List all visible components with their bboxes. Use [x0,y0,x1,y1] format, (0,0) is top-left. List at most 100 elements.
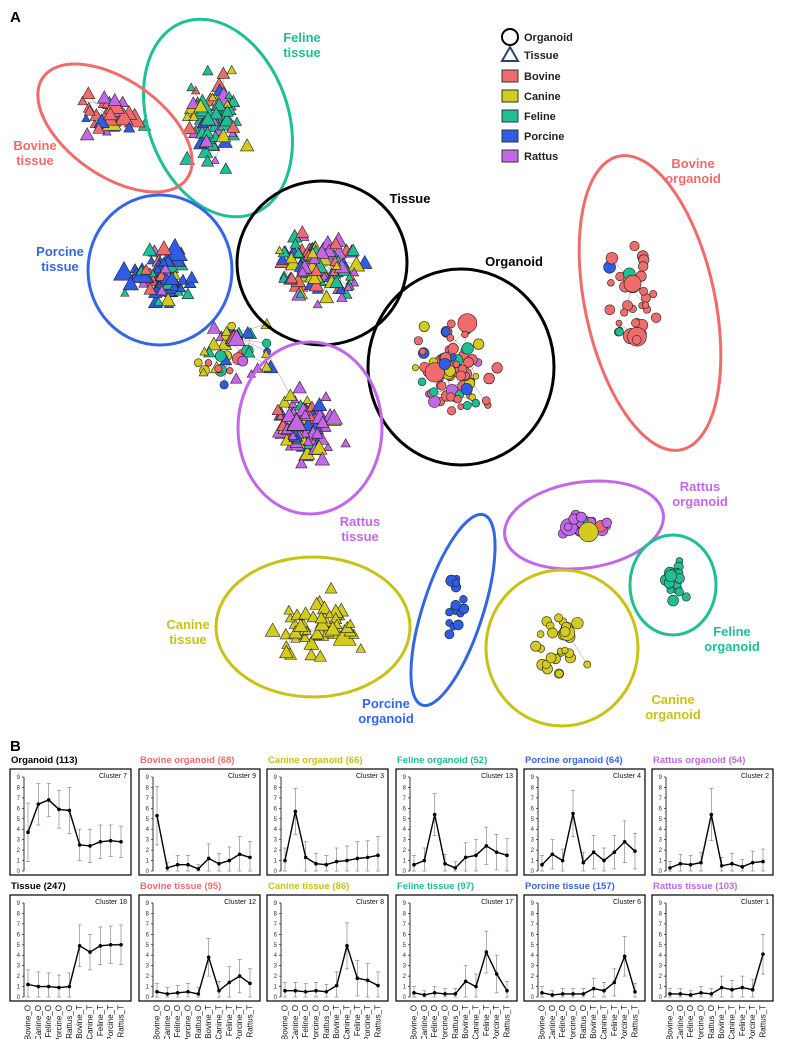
y-tick-label: 8 [17,785,21,791]
data-point [334,983,339,988]
x-tick-label: Canine_O [676,1005,685,1039]
tissue-node [224,90,234,100]
tissue-node [274,245,285,255]
data-point [227,980,232,985]
data-point [217,861,221,866]
y-tick-label: 4 [274,827,278,833]
tissue-node [287,430,299,441]
bovine-tissue-ellipse [36,62,194,194]
y-tick-label: 8 [659,785,663,791]
y-tick-label: 4 [531,953,535,959]
data-point [474,984,478,989]
y-tick-label: 3 [403,838,407,844]
profile-chart: Feline organoid (52) Cluster 13 0 1 2 3 4 5 6 7 8 9 [395,755,518,876]
x-tick-label: Feline_T [482,1005,491,1036]
y-tick-label: 1 [146,859,150,865]
organoid-node [631,335,642,345]
x-tick-label: Porcine_O [441,1005,450,1039]
y-tick-label: 9 [146,901,150,907]
data-point [622,839,627,844]
tissue-node [241,326,255,338]
y-tick-label: 2 [403,974,407,980]
porcine-tissue-ellipse [86,193,234,347]
x-tick-label: Rattus_O [65,1005,74,1039]
rattus-tissue-ellipse [236,340,384,516]
cluster-label: Cluster 8 [356,899,384,906]
cluster-label: Cluster 2 [741,773,769,780]
profile-chart: Feline tissue (97) Cluster 17 0 1 2 3 4 5 6 7 8 9 Bo… [395,881,518,1039]
y-tick-label: 2 [146,974,150,980]
x-tick-label: Rattus_T [117,1005,126,1038]
y-tick-label: 0 [274,995,278,1001]
y-tick-label: 5 [403,817,407,823]
tissue-node [188,111,200,121]
chart-title: Porcine organoid (64) [525,755,623,766]
y-tick-label: 3 [403,964,407,970]
series-line [413,950,508,996]
x-tick-label: Bovine_O [24,1005,33,1039]
tissue-node [303,436,314,446]
data-point [217,988,221,993]
y-tick-label: 3 [531,964,535,970]
series-line [285,943,379,993]
organoid-node [578,521,599,543]
chart-title: Bovine tissue (95) [140,881,221,892]
y-tick-label: 7 [146,796,150,802]
organoid-node [461,342,474,355]
tissue-node [314,451,330,466]
legend-swatch-porcine [501,129,519,143]
y-tick-label: 2 [659,974,663,980]
y-tick-label: 5 [274,817,278,823]
data-point [750,860,755,865]
tissue-node [229,372,243,384]
tissue-node [209,106,224,120]
data-point [36,802,41,806]
data-point [550,993,555,997]
y-tick-label: 0 [659,869,663,875]
tissue-label: Tissue [390,191,431,206]
data-point [293,809,298,814]
tissue-node [176,283,187,293]
x-tick-label: Canine_O [548,1005,557,1039]
cluster-label: Cluster 1 [741,899,769,906]
y-tick-label: 2 [531,848,535,854]
series-line [156,815,251,870]
organoid-node [226,367,234,375]
y-tick-label: 0 [146,869,150,875]
data-point [505,853,509,858]
y-tick-label: 8 [403,785,407,791]
organoid-node [471,398,481,408]
x-tick-label: Rattus_O [194,1005,203,1039]
tissue-node [346,243,360,256]
data-point [283,988,287,993]
tissue-node [261,349,271,358]
x-tick-label: Bovine_T [589,1005,598,1039]
data-point [443,861,447,866]
data-point [237,974,242,978]
y-tick-label: 0 [146,995,150,1001]
chart-frame [395,894,518,1002]
tissue-node [143,282,157,295]
data-point [740,985,745,990]
organoid-node [615,319,623,327]
x-tick-label: Canine_O [34,1005,43,1039]
organoid-node [638,261,649,272]
tissue-node [344,272,355,281]
y-tick-label: 5 [659,943,663,949]
y-tick-label: 7 [274,796,278,802]
organoid-node [545,652,557,664]
organoid-node [460,382,473,396]
y-tick-label: 4 [403,953,407,959]
data-point [293,988,298,993]
tissue-node [83,104,96,116]
tissue-node [219,112,235,127]
y-tick-label: 9 [403,901,407,907]
organoid-node [629,240,640,252]
legend-label: Organoid [524,32,573,44]
organoid-node [451,578,461,587]
organoid-node [604,304,616,316]
organoid-node [418,321,430,332]
data-point [699,860,703,865]
x-tick-label: Feline_T [738,1005,747,1036]
tissue-node [219,162,233,174]
